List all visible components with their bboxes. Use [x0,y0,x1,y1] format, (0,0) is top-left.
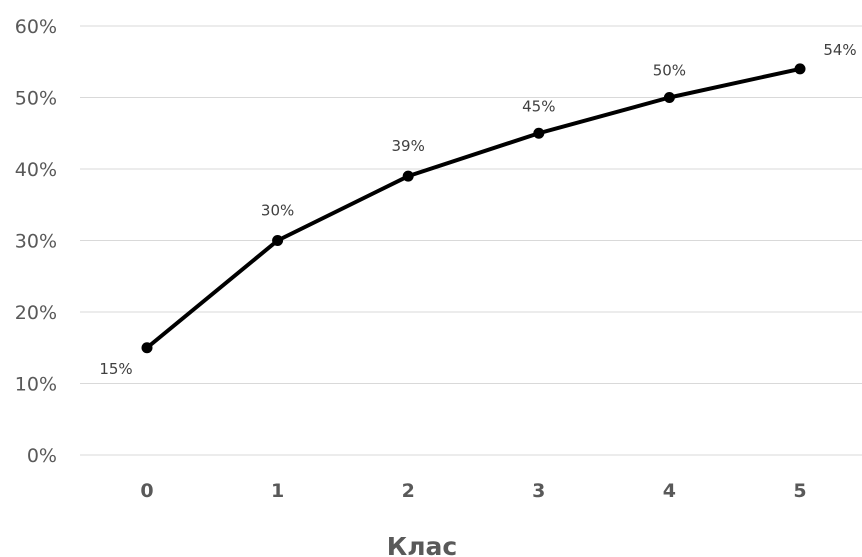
series-group [141,63,806,354]
y-tick-label: 60% [15,16,57,38]
x-tick-label: 5 [793,480,806,502]
data-label: 39% [392,137,425,155]
y-tick-label: 40% [15,159,57,181]
x-tick-label: 4 [663,480,676,502]
y-tick-label: 20% [15,302,57,324]
data-label: 15% [99,360,132,378]
x-axis-ticks: 0 1 2 3 4 5 [140,480,806,502]
y-tick-label: 50% [15,88,57,110]
y-tick-label: 10% [15,374,57,396]
gridlines [80,25,862,456]
y-tick-label: 0% [27,445,57,467]
data-point [402,170,414,182]
data-point [663,92,675,103]
series-line [145,66,801,350]
data-point [272,235,284,246]
data-point [141,342,153,354]
data-label: 54% [823,41,856,59]
y-axis-ticks: 0% 10% 20% 30% 40% 50% 60% [15,16,57,467]
data-labels: 15% 30% 39% 45% 50% 54% [99,41,856,378]
x-tick-label: 3 [532,480,545,502]
x-tick-label: 2 [402,480,415,502]
data-point [794,63,806,75]
data-point [533,127,545,139]
data-label: 30% [261,202,294,220]
data-label: 50% [653,62,686,80]
x-tick-label: 0 [140,480,153,502]
y-tick-label: 30% [15,231,57,253]
x-axis-title: Клас [387,532,457,557]
x-tick-label: 1 [271,480,284,502]
data-label: 45% [522,97,555,115]
